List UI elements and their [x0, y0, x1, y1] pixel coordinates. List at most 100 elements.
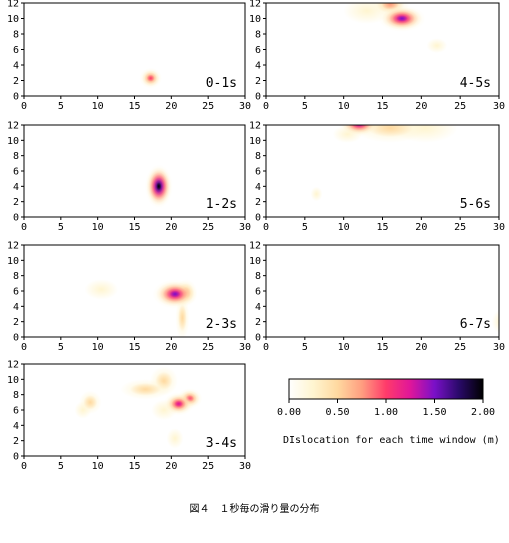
y-tick-label: 8 [13, 151, 19, 162]
slip-panel-2-3s: 0 5 10 15 20 25 30 0 2 4 6 8 10 12 2-3s [7, 241, 251, 354]
y-tick-label: 6 [13, 406, 19, 417]
x-tick-label: 10 [338, 101, 350, 112]
y-tick-label: 2 [255, 317, 261, 328]
colorbar-tick-label: 2.00 [471, 407, 495, 418]
x-tick-label: 0 [263, 222, 269, 233]
colorbar-gradient [289, 379, 483, 399]
y-tick-label: 0 [255, 213, 261, 224]
x-tick-label: 20 [165, 222, 177, 233]
x-tick-label: 0 [21, 342, 27, 353]
y-tick-label: 2 [13, 197, 19, 208]
x-tick-label: 0 [21, 461, 27, 472]
x-tick-label: 10 [92, 342, 104, 353]
slip-patch [354, 125, 364, 127]
y-tick-label: 10 [7, 136, 19, 147]
x-tick-label: 30 [493, 101, 505, 112]
y-tick-label: 4 [13, 302, 19, 313]
y-tick-label: 8 [255, 151, 261, 162]
x-tick-label: 30 [239, 222, 251, 233]
y-tick-label: 8 [13, 30, 19, 41]
y-tick-label: 0 [255, 333, 261, 344]
y-tick-label: 0 [13, 213, 19, 224]
plot-area [24, 245, 245, 337]
time-window-label: 3-4s [206, 436, 237, 451]
y-tick-label: 0 [255, 92, 261, 103]
y-tick-label: 12 [249, 0, 261, 10]
colorbar-label: DIslocation for each time window (m) [283, 435, 500, 446]
x-tick-label: 15 [376, 101, 388, 112]
x-tick-label: 30 [239, 461, 251, 472]
colorbar: 0.00 0.50 1.00 1.50 2.00 DIslocation for each… [277, 378, 500, 446]
x-tick-label: 5 [302, 342, 308, 353]
x-tick-label: 15 [376, 342, 388, 353]
slip-patch [130, 383, 162, 396]
y-tick-label: 2 [255, 76, 261, 87]
x-tick-label: 15 [128, 342, 140, 353]
y-tick-label: 12 [7, 121, 19, 132]
y-tick-label: 12 [7, 241, 19, 252]
slip-patch [84, 279, 119, 300]
y-tick-label: 8 [13, 271, 19, 282]
slip-patch [166, 428, 184, 449]
slip-panel-3-4s: 0 5 10 15 20 25 30 0 2 4 6 8 10 12 3-4s [7, 360, 251, 473]
plot-area [24, 3, 245, 96]
x-tick-label: 0 [21, 222, 27, 233]
slip-patch [83, 395, 98, 410]
plot-area [266, 245, 499, 337]
slip-panel-6-7s: 0 5 10 15 20 25 30 0 2 4 6 8 10 12 6-7s [249, 241, 505, 354]
y-tick-label: 12 [249, 241, 261, 252]
x-tick-label: 20 [165, 342, 177, 353]
y-tick-label: 0 [13, 92, 19, 103]
x-tick-label: 0 [263, 342, 269, 353]
y-tick-label: 12 [7, 360, 19, 371]
y-tick-label: 10 [249, 136, 261, 147]
y-tick-label: 10 [7, 14, 19, 25]
x-tick-label: 5 [58, 222, 64, 233]
x-tick-label: 5 [58, 461, 64, 472]
x-tick-label: 25 [454, 222, 466, 233]
colorbar-tick-label: 0.00 [277, 407, 301, 418]
x-tick-label: 25 [202, 342, 214, 353]
x-tick-label: 25 [202, 101, 214, 112]
y-tick-label: 8 [255, 271, 261, 282]
y-tick-label: 2 [255, 197, 261, 208]
slip-patch [310, 186, 323, 202]
y-tick-label: 4 [255, 302, 261, 313]
slip-patch [396, 15, 408, 22]
y-tick-label: 0 [13, 452, 19, 463]
time-window-label: 0-1s [206, 76, 237, 91]
y-tick-label: 6 [255, 287, 261, 298]
x-tick-label: 25 [454, 342, 466, 353]
slip-patch [426, 38, 448, 53]
y-tick-label: 4 [13, 421, 19, 432]
colorbar-tick-label: 1.50 [422, 407, 446, 418]
figure-caption: 図４ １秒毎の滑り量の分布 [189, 504, 320, 515]
time-window-label: 6-7s [460, 317, 491, 332]
plot-area [24, 125, 245, 217]
slip-panel-5-6s: 0 5 10 15 20 25 30 0 2 4 6 8 10 12 5-6s [249, 121, 505, 234]
x-tick-label: 5 [302, 101, 308, 112]
y-tick-label: 4 [255, 61, 261, 72]
x-tick-label: 5 [58, 342, 64, 353]
y-tick-label: 8 [13, 390, 19, 401]
slip-patch [169, 290, 181, 298]
y-tick-label: 2 [13, 317, 19, 328]
x-tick-label: 0 [21, 101, 27, 112]
y-tick-label: 2 [13, 436, 19, 447]
slip-patch [178, 304, 187, 332]
x-tick-label: 10 [92, 222, 104, 233]
slip-patch [491, 310, 499, 334]
slip-patch [146, 74, 155, 82]
slip-patch [351, 125, 367, 129]
y-tick-label: 10 [7, 375, 19, 386]
y-tick-label: 4 [13, 61, 19, 72]
y-tick-label: 12 [249, 121, 261, 132]
y-tick-label: 6 [13, 45, 19, 56]
slip-panel-4-5s: 0 5 10 15 20 25 30 0 2 4 6 8 10 12 4-5s [249, 0, 505, 112]
x-tick-label: 15 [128, 101, 140, 112]
colorbar-tick-label: 1.00 [374, 407, 398, 418]
x-tick-label: 30 [493, 342, 505, 353]
slip-patch [367, 125, 413, 138]
x-tick-label: 20 [415, 101, 427, 112]
